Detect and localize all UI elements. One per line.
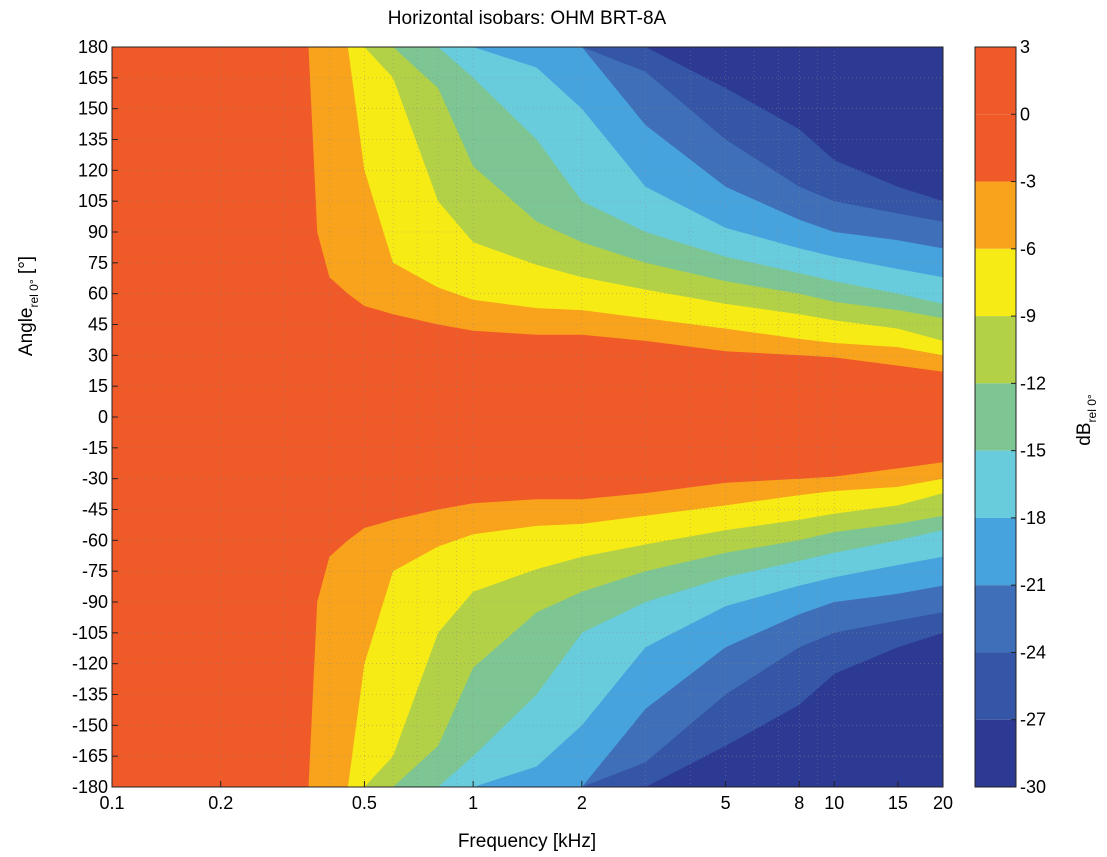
y-tick-label: -105 — [72, 623, 108, 643]
x-tick-label: 10 — [824, 793, 844, 813]
y-tick-label: -30 — [82, 469, 108, 489]
contour-band-minus27-negative — [112, 632, 943, 787]
colorbar-swatch — [975, 719, 1016, 787]
y-tick-label: 120 — [78, 160, 108, 180]
y-tick-label: 105 — [78, 191, 108, 211]
colorbar-swatch — [975, 181, 1016, 249]
plot-area — [112, 47, 943, 787]
x-tick-label: 8 — [794, 793, 804, 813]
colorbar-swatch — [975, 316, 1016, 384]
colorbar-tick-label: -21 — [1020, 575, 1046, 595]
colorbar-swatch — [975, 450, 1016, 518]
x-tick-label: 15 — [888, 793, 908, 813]
y-tick-label: 135 — [78, 130, 108, 150]
y-tick-label: 75 — [88, 253, 108, 273]
x-tick-label: 1 — [468, 793, 478, 813]
y-tick-label: 30 — [88, 345, 108, 365]
y-tick-label: -135 — [72, 685, 108, 705]
y-axis-label: Anglerel 0° [°] — [16, 256, 41, 356]
y-tick-label: 60 — [88, 284, 108, 304]
y-tick-label: -45 — [82, 500, 108, 520]
colorbar-label: dBrel 0° — [1074, 394, 1099, 446]
colorbar-tick-label: -18 — [1020, 508, 1046, 528]
colorbar-tick-label: -3 — [1020, 172, 1036, 192]
colorbar-tick-label: -24 — [1020, 642, 1046, 662]
colorbar-frame — [974, 46, 1017, 788]
colorbar-swatch — [975, 114, 1016, 182]
x-axis-label: Frequency [kHz] — [458, 831, 596, 852]
x-tick-label: 2 — [577, 793, 587, 813]
colorbar-tick-label: -6 — [1020, 239, 1036, 259]
colorbar-tick-label: -9 — [1020, 306, 1036, 326]
colorbar-swatch — [975, 517, 1016, 586]
colorbar-tick-label: -12 — [1020, 373, 1046, 393]
x-tick-label: 20 — [933, 793, 953, 813]
x-tick-label: 0.2 — [208, 793, 233, 813]
colorbar — [975, 47, 1016, 787]
y-tick-label: -180 — [72, 777, 108, 797]
colorbar-swatch — [975, 47, 1016, 115]
colorbar-label-main: dB — [1074, 422, 1095, 445]
colorbar-ticks: 3 0 -3 -6 -9 -12 -15 -18 -21 -24 -27 -30 — [1011, 37, 1046, 797]
y-tick-label: -75 — [82, 561, 108, 581]
x-axis-ticks: 0.1 0.2 0.5 1 2 5 8 10 15 20 — [99, 781, 953, 813]
y-axis-label-main: Angle — [16, 307, 37, 356]
colorbar-tick-label: 0 — [1020, 104, 1030, 124]
y-tick-label: 90 — [88, 222, 108, 242]
y-tick-label: 165 — [78, 68, 108, 88]
y-axis-label-suffix: [°] — [16, 256, 37, 279]
y-tick-label: -165 — [72, 746, 108, 766]
y-tick-label: -90 — [82, 592, 108, 612]
colorbar-swatch — [975, 383, 1016, 451]
y-tick-label: -120 — [72, 654, 108, 674]
y-tick-label: -15 — [82, 438, 108, 458]
chart-title: Horizontal isobars: OHM BRT-8A — [388, 8, 667, 29]
colorbar-tick-label: -15 — [1020, 441, 1046, 461]
y-tick-label: -60 — [82, 530, 108, 550]
x-tick-label: 0.1 — [99, 793, 124, 813]
contour-band-minus27-positive — [112, 47, 943, 202]
y-tick-label: 180 — [78, 37, 108, 57]
y-tick-label: 45 — [88, 315, 108, 335]
colorbar-tick-label: 3 — [1020, 37, 1030, 57]
x-tick-label: 5 — [721, 793, 731, 813]
y-axis-ticks: 1801651501351201059075604530150-15-30-45… — [72, 37, 118, 797]
y-tick-label: -150 — [72, 715, 108, 735]
colorbar-swatch — [975, 248, 1016, 317]
colorbar-tick-label: -27 — [1020, 710, 1046, 730]
colorbar-label-subscript: rel 0° — [1085, 394, 1099, 422]
colorbar-tick-label: -30 — [1020, 777, 1046, 797]
x-tick-label: 0.5 — [352, 793, 377, 813]
y-tick-label: 0 — [98, 407, 108, 427]
y-tick-label: 15 — [88, 376, 108, 396]
y-axis-label-subscript: rel 0° — [27, 279, 41, 307]
colorbar-swatch — [975, 585, 1016, 653]
y-tick-label: 150 — [78, 99, 108, 119]
colorbar-swatch — [975, 652, 1016, 720]
